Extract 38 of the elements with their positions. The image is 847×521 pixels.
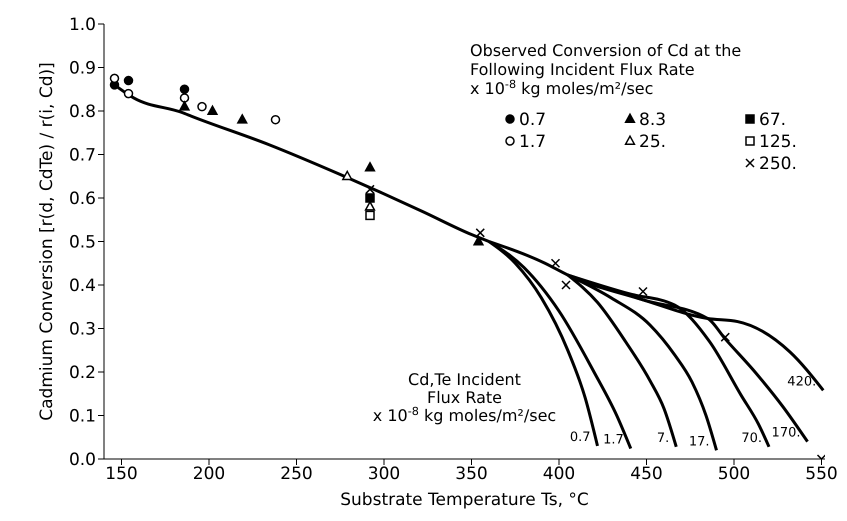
y-tick-label: 1.0 bbox=[68, 15, 96, 36]
legend-label: 1.7 bbox=[519, 132, 546, 152]
x-tick-label: 450 bbox=[630, 464, 663, 484]
y-tick-label: 0.7 bbox=[68, 146, 96, 166]
x-tick-label: 300 bbox=[368, 464, 400, 484]
y-tick-label: 0.9 bbox=[68, 58, 96, 79]
legend-label: 8.3 bbox=[639, 110, 666, 130]
y-tick-label: 0.4 bbox=[68, 276, 96, 296]
legend-title: Observed Conversion of Cd at the Following Incident Flux Rate x 10$^{-8}$ kg moles/m²/sec bbox=[470, 41, 742, 98]
x-tick-label: 550 bbox=[805, 464, 838, 484]
x-tick-label: 350 bbox=[455, 464, 488, 484]
series-label: 7. bbox=[656, 430, 670, 446]
series-label: 17. bbox=[688, 434, 710, 450]
legend-label: 25. bbox=[639, 132, 666, 152]
y-tick-label: 0.8 bbox=[68, 102, 96, 122]
x-tick-label: 150 bbox=[105, 464, 138, 484]
series-label: 170. bbox=[772, 426, 800, 441]
annotation: 1.7 bbox=[603, 432, 624, 448]
y-tick-label: 0.5 bbox=[68, 232, 96, 253]
x-axis-title: Substrate Temperature Ts, °C bbox=[340, 490, 589, 510]
annotation: 0.7 bbox=[570, 430, 590, 445]
series-label: 70. bbox=[741, 430, 762, 446]
y-axis-title: Cadmium Conversion [r(d, CdTe) / r(i, Cd)] bbox=[37, 62, 58, 421]
legend-label: 125. bbox=[759, 132, 797, 152]
text: Cd,Te Incident Flux Rate x 10$^{-8}$ kg moles/m²/sec bbox=[372, 370, 556, 426]
x-tick-label: 500 bbox=[718, 464, 750, 484]
legend-label: 0.7 bbox=[519, 110, 546, 130]
y-tick-label: 0.3 bbox=[68, 320, 96, 340]
y-tick-label: 0.1 bbox=[68, 406, 96, 427]
legend-label: 250. bbox=[759, 154, 797, 174]
series-label: 420. bbox=[787, 374, 816, 390]
legend-label: 67. bbox=[759, 110, 786, 130]
y-tick-label: 0.6 bbox=[68, 189, 96, 210]
x-tick-label: 400 bbox=[542, 464, 576, 484]
x-tick-label: 250 bbox=[280, 464, 313, 484]
x-tick-label: 200 bbox=[192, 464, 226, 484]
y-tick-label: 0.2 bbox=[68, 363, 96, 384]
y-tick-label: 0.0 bbox=[68, 450, 96, 470]
